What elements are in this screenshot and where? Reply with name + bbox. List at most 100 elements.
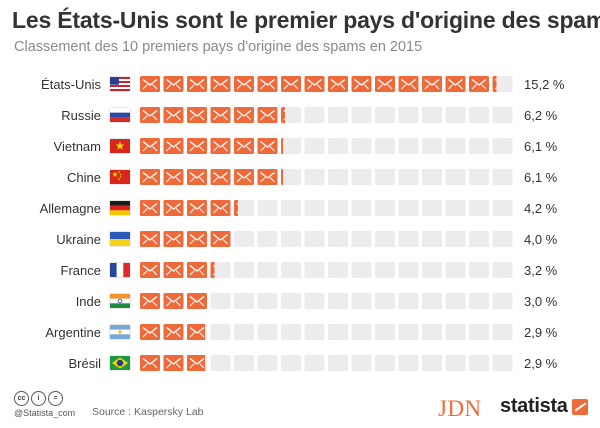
chart-row: France 3,2 % bbox=[61, 262, 558, 278]
envelope-icon bbox=[304, 262, 325, 278]
envelope-icon bbox=[304, 169, 325, 185]
envelope-icon bbox=[328, 324, 348, 340]
envelope-icon bbox=[210, 231, 231, 247]
russia-flag bbox=[109, 107, 131, 123]
source-note: Source : Kaspersky Lab bbox=[92, 406, 204, 418]
category-label: Brésil bbox=[68, 356, 101, 371]
envelope-icon bbox=[210, 262, 231, 278]
envelope-icon bbox=[492, 138, 513, 154]
envelope-icon bbox=[445, 355, 466, 371]
envelope-icon bbox=[375, 231, 395, 247]
envelope-icon bbox=[469, 324, 489, 340]
envelope-icon bbox=[304, 76, 325, 92]
chart-row: Vietnam 6,1 % bbox=[54, 138, 558, 154]
envelope-icon bbox=[210, 355, 231, 371]
envelope-icon bbox=[351, 324, 372, 340]
envelope-icon bbox=[351, 76, 372, 92]
envelope-icon bbox=[234, 169, 254, 185]
pictogram-bar bbox=[140, 138, 513, 154]
envelope-icon bbox=[445, 293, 466, 309]
envelope-icon bbox=[375, 138, 395, 154]
envelope-icon bbox=[375, 76, 395, 92]
envelope-icon bbox=[187, 355, 207, 371]
pictogram-bar bbox=[140, 293, 513, 309]
category-label: Inde bbox=[76, 294, 101, 309]
envelope-icon bbox=[210, 138, 231, 154]
envelope-icon bbox=[187, 138, 207, 154]
chart-row: Allemagne 4,2 % bbox=[40, 200, 558, 216]
germany-flag bbox=[109, 200, 131, 216]
india-flag bbox=[109, 293, 131, 309]
envelope-icon bbox=[445, 324, 466, 340]
envelope-icon bbox=[187, 107, 207, 123]
envelope-icon bbox=[492, 262, 513, 278]
envelope-icon bbox=[140, 355, 160, 371]
category-label: Ukraine bbox=[56, 232, 101, 247]
envelope-icon bbox=[163, 76, 184, 92]
value-label: 2,9 % bbox=[524, 325, 558, 340]
envelope-icon bbox=[257, 355, 278, 371]
envelope-icon bbox=[328, 355, 348, 371]
envelope-icon bbox=[304, 107, 325, 123]
envelope-icon bbox=[257, 200, 278, 216]
cc-icon: cc bbox=[14, 391, 29, 406]
envelope-icon bbox=[210, 169, 231, 185]
value-label: 4,0 % bbox=[524, 232, 558, 247]
envelope-icon bbox=[328, 293, 348, 309]
value-label: 6,1 % bbox=[524, 139, 558, 154]
pictogram-bar bbox=[140, 355, 513, 371]
envelope-icon bbox=[375, 107, 395, 123]
envelope-icon bbox=[351, 262, 372, 278]
envelope-icon bbox=[257, 169, 278, 185]
envelope-icon bbox=[187, 293, 207, 309]
attribution-icon: i bbox=[31, 391, 46, 406]
envelope-icon bbox=[469, 293, 489, 309]
envelope-icon bbox=[445, 107, 466, 123]
envelope-icon bbox=[281, 107, 301, 123]
envelope-icon bbox=[469, 355, 489, 371]
envelope-icon bbox=[140, 76, 160, 92]
chart-row: Inde 3,0 % bbox=[76, 293, 558, 309]
envelope-icon bbox=[281, 262, 301, 278]
envelope-icon bbox=[375, 293, 395, 309]
envelope-icon bbox=[304, 324, 325, 340]
envelope-icon bbox=[398, 107, 419, 123]
chart-row: Brésil 2,9 % bbox=[68, 355, 558, 371]
envelope-icon bbox=[163, 200, 184, 216]
envelope-icon bbox=[351, 138, 372, 154]
value-label: 3,0 % bbox=[524, 294, 558, 309]
envelope-icon bbox=[351, 107, 372, 123]
envelope-icon bbox=[398, 262, 419, 278]
envelope-icon bbox=[187, 76, 207, 92]
envelope-icon bbox=[351, 231, 372, 247]
envelope-icon bbox=[163, 293, 184, 309]
value-label: 15,2 % bbox=[524, 77, 565, 92]
category-label: Russie bbox=[61, 108, 101, 123]
envelope-icon bbox=[375, 169, 395, 185]
envelope-icon bbox=[257, 76, 278, 92]
envelope-icon bbox=[210, 324, 231, 340]
envelope-icon bbox=[257, 293, 278, 309]
chart-row: Argentine 2,9 % bbox=[45, 324, 558, 340]
envelope-icon bbox=[492, 200, 513, 216]
envelope-icon bbox=[469, 262, 489, 278]
envelope-icon bbox=[328, 169, 348, 185]
envelope-icon bbox=[281, 231, 301, 247]
pictogram-bar bbox=[140, 76, 513, 92]
envelope-icon bbox=[163, 231, 184, 247]
envelope-icon bbox=[140, 138, 160, 154]
chart-row: États-Unis 15,2 % bbox=[41, 76, 565, 92]
envelope-icon bbox=[234, 355, 254, 371]
envelope-icon bbox=[422, 355, 442, 371]
envelope-icon bbox=[351, 355, 372, 371]
chart-row: Chine 6,1 % bbox=[67, 169, 558, 185]
no-derivatives-icon: = bbox=[48, 391, 63, 406]
envelope-icon bbox=[398, 200, 419, 216]
envelope-icon bbox=[234, 200, 254, 216]
envelope-icon bbox=[398, 293, 419, 309]
envelope-icon bbox=[328, 76, 348, 92]
chart-title: Les États-Unis sont le premier pays d'or… bbox=[12, 7, 600, 33]
envelope-icon bbox=[469, 107, 489, 123]
envelope-icon bbox=[163, 107, 184, 123]
envelope-icon bbox=[163, 169, 184, 185]
